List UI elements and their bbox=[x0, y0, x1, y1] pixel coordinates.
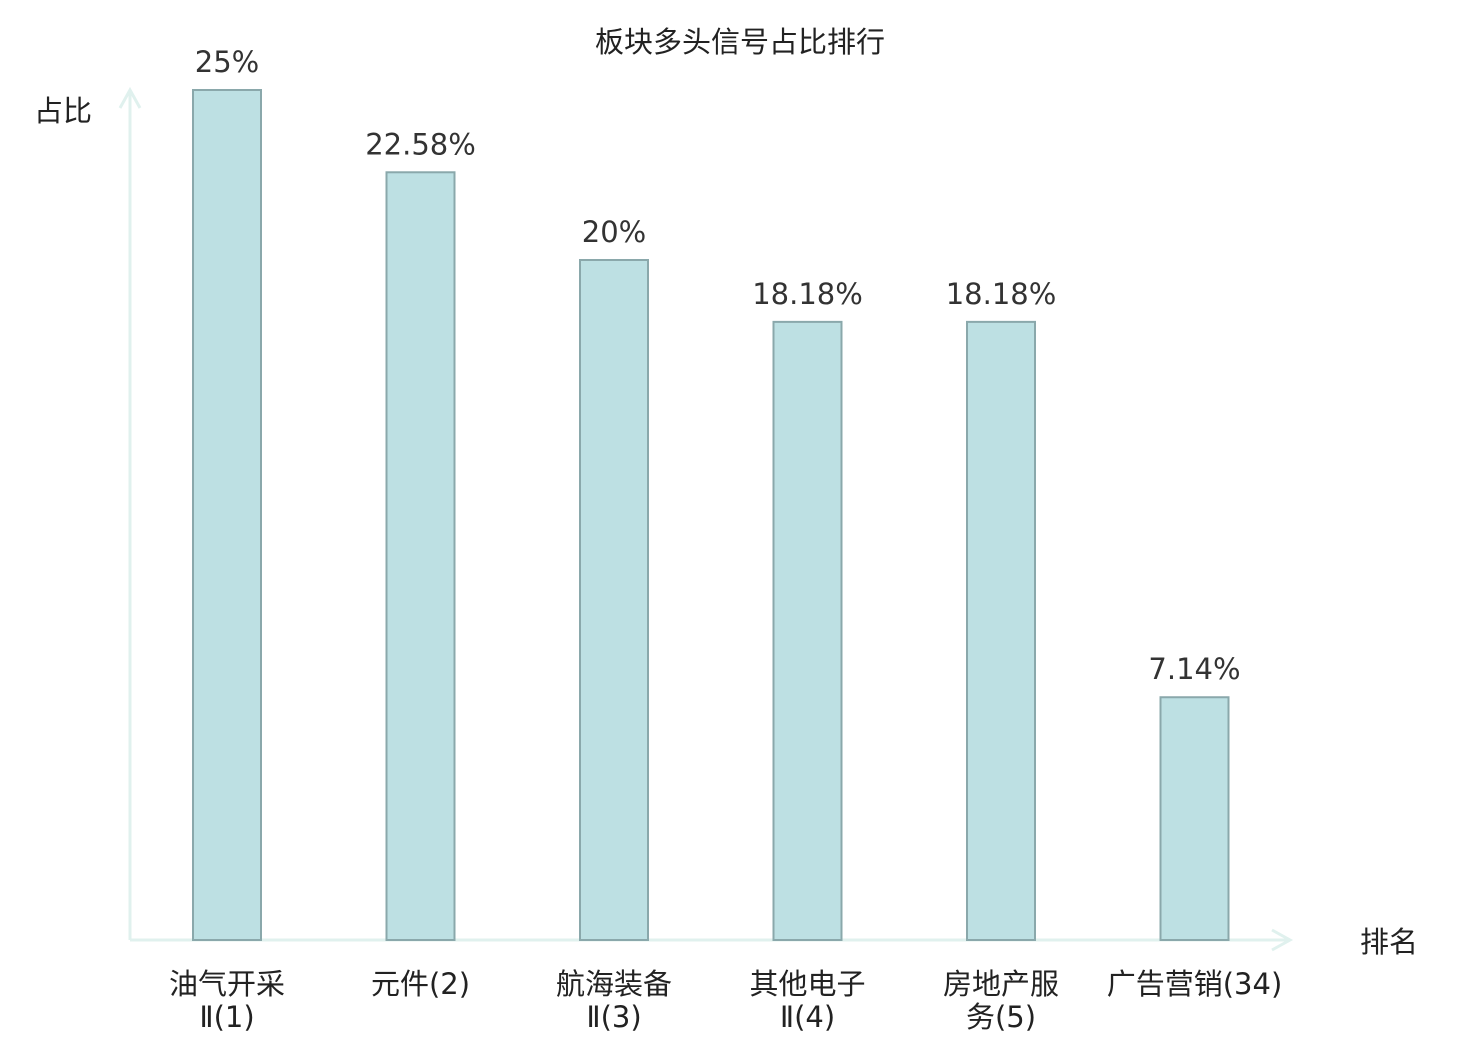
x-tick-label-line: Ⅱ(3) bbox=[586, 1000, 641, 1034]
x-tick-label: 房地产服务(5) bbox=[943, 967, 1059, 1034]
chart-title: 板块多头信号占比排行 bbox=[595, 25, 885, 59]
x-axis-arrow bbox=[1271, 928, 1294, 952]
x-tick-label-line: 房地产服 bbox=[943, 967, 1059, 1001]
value-labels-group: 25% 22.58% 20% 18.18% 18.18% 7.14% bbox=[195, 45, 1241, 686]
axes bbox=[118, 86, 1294, 952]
bar bbox=[192, 89, 262, 941]
x-tick-label-line: Ⅱ(1) bbox=[199, 1000, 254, 1034]
x-axis-title: 排名 bbox=[1360, 925, 1418, 959]
x-tick-label-line: 元件(2) bbox=[371, 967, 470, 1001]
x-tick-label: 油气开采 Ⅱ(1) bbox=[169, 967, 285, 1034]
data-label: 25% bbox=[195, 45, 259, 79]
x-tick-label: 广告营销(34) bbox=[1107, 967, 1283, 1001]
bar bbox=[579, 259, 649, 941]
data-label: 20% bbox=[582, 215, 646, 249]
bar bbox=[1159, 696, 1230, 941]
data-label: 22.58% bbox=[365, 127, 476, 161]
x-tick-label: 航海装备 Ⅱ(3) bbox=[556, 967, 672, 1034]
x-tick-label-line: 广告营销(34) bbox=[1107, 967, 1283, 1001]
bar bbox=[772, 320, 843, 941]
data-label: 18.18% bbox=[946, 277, 1057, 311]
x-tick-label: 元件(2) bbox=[371, 967, 470, 1001]
x-tick-label-line: Ⅱ(4) bbox=[780, 1000, 835, 1034]
x-tick-label-line: 其他电子 bbox=[749, 967, 865, 1001]
x-tick-label-line: 油气开采 bbox=[169, 967, 285, 1001]
bars-group bbox=[192, 89, 1230, 941]
x-tick-label-line: 务(5) bbox=[966, 1000, 1036, 1034]
category-labels-group: 油气开采 Ⅱ(1) 元件(2) 航海装备 Ⅱ(3) 其他电子 Ⅱ(4) 房地产服务(5) 广告营… bbox=[169, 967, 1282, 1034]
bar bbox=[385, 171, 456, 941]
y-axis-title: 占比 bbox=[34, 94, 92, 128]
y-axis-arrow bbox=[118, 86, 142, 109]
bar bbox=[966, 320, 1036, 941]
data-label: 18.18% bbox=[752, 277, 863, 311]
data-label: 7.14% bbox=[1148, 652, 1240, 686]
x-tick-label: 其他电子 Ⅱ(4) bbox=[749, 967, 865, 1034]
x-tick-label-line: 航海装备 bbox=[556, 967, 672, 1001]
